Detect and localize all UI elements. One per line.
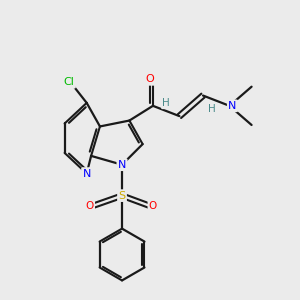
Text: O: O xyxy=(146,74,154,84)
Text: S: S xyxy=(118,190,126,201)
Text: H: H xyxy=(208,104,216,114)
Text: H: H xyxy=(162,98,170,108)
Text: Cl: Cl xyxy=(64,77,74,87)
Text: N: N xyxy=(228,101,237,111)
Text: N: N xyxy=(82,169,91,178)
Text: N: N xyxy=(118,160,126,170)
Text: O: O xyxy=(149,201,157,211)
Text: O: O xyxy=(85,201,94,211)
